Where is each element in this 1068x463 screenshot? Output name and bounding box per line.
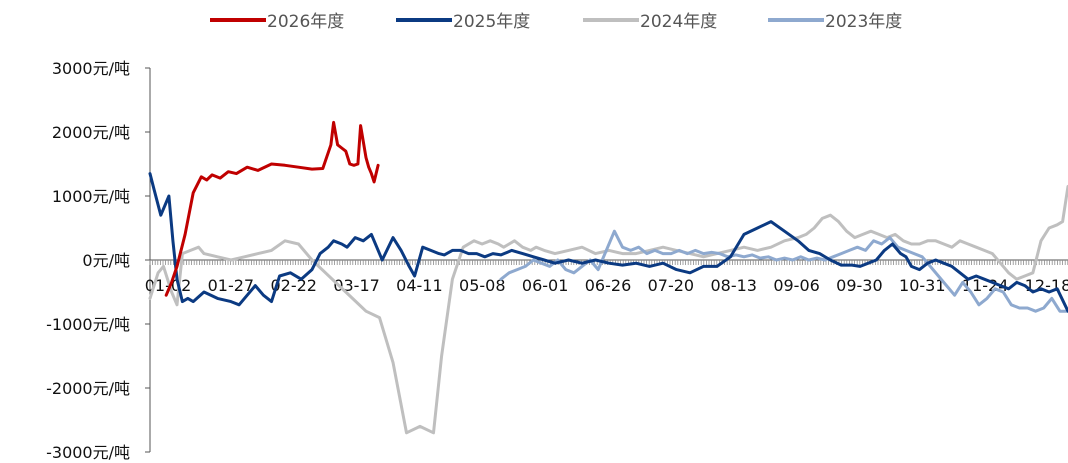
x-tick-label: 09-06 [773,276,820,295]
legend-item: 2025年度 [396,12,530,32]
legend-item: 2026年度 [210,12,344,32]
y-tick-label: 1000元/吨 [52,187,130,206]
series-line-2023年度 [499,229,1068,313]
series-line-2025年度 [148,172,1068,313]
x-tick-label: 06-01 [522,276,569,295]
y-tick-label: 3000元/吨 [52,59,130,78]
x-tick-label: 09-30 [836,276,883,295]
x-tick-label: 08-13 [710,276,757,295]
y-tick-label: -2000元/吨 [46,379,130,398]
y-tick-label: -1000元/吨 [46,315,130,334]
legend-label: 2023年度 [825,12,902,32]
legend-label: 2024年度 [640,12,717,32]
legend-label: 2026年度 [267,12,344,32]
y-tick-label: 0元/吨 [82,251,130,270]
y-tick-label: 2000元/吨 [52,123,130,142]
legend-item: 2024年度 [583,12,717,32]
x-tick-label: 04-11 [396,276,443,295]
x-tick-label: 07-20 [648,276,695,295]
legend-item: 2023年度 [768,12,902,32]
x-tick-label: 10-31 [899,276,946,295]
y-axis: 3000元/吨 2000元/吨 1000元/吨 0元/吨 -1000元/吨 -2000元/… [46,59,151,462]
series-line-2024年度 [148,184,1068,435]
chart-legend: 2026年度 2025年度 2024年度 2023年度 [210,12,902,32]
plot-area [148,120,1068,435]
x-tick-label: 05-08 [459,276,506,295]
x-tick-label: 02-22 [270,276,317,295]
legend-label: 2025年度 [453,12,530,32]
y-tick-label: -3000元/吨 [46,443,130,462]
x-tick-label: 06-26 [585,276,632,295]
series-line-2026年度 [164,120,380,297]
x-tick-label: 01-27 [208,276,255,295]
